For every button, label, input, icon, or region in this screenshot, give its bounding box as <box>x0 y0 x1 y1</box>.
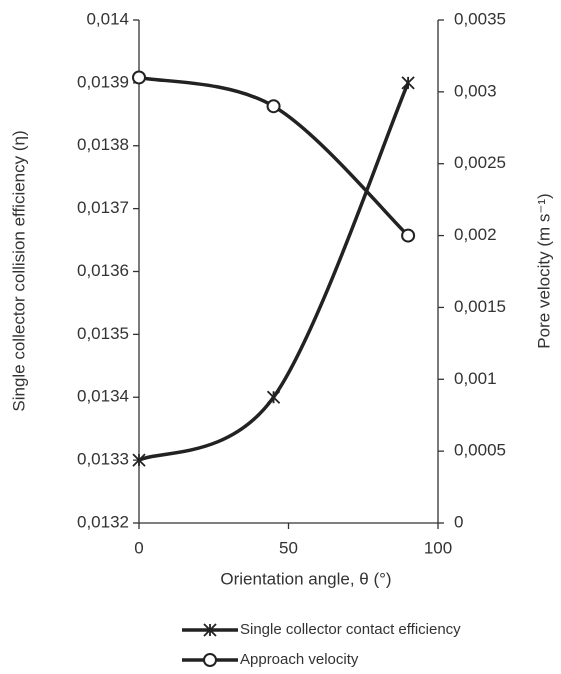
y2-tick-label: 0 <box>454 512 463 531</box>
y2-tick-label: 0,0015 <box>454 297 506 316</box>
y2-tick-label: 0,0035 <box>454 9 506 28</box>
y2-tick-label: 0,0005 <box>454 441 506 460</box>
y-tick-label: 0,0134 <box>77 387 129 406</box>
y2-axis-title: Pore velocity (m s⁻¹) <box>534 193 553 348</box>
marker <box>203 653 217 667</box>
marker <box>203 623 217 637</box>
line <box>138 82 410 462</box>
y-axis-title: Single collector collision efficiency (η… <box>9 130 28 411</box>
y-tick-label: 0,0132 <box>77 512 129 531</box>
y2-tick-label: 0,0025 <box>454 153 506 172</box>
y-tick-label: 0,0135 <box>77 324 129 343</box>
marker <box>132 453 146 467</box>
y-tick-label: 0,0138 <box>77 135 129 154</box>
x-tick-label: 0 <box>134 538 143 557</box>
marker <box>266 390 281 404</box>
marker <box>132 70 146 85</box>
y-tick-label: 0,0139 <box>77 72 129 91</box>
y-tick-label: 0,0136 <box>77 261 129 280</box>
legend-label: Approach velocity <box>240 651 359 668</box>
x-axis-title: Orientation angle, θ (°) <box>220 569 391 588</box>
y-tick-label: 0,0133 <box>77 450 129 469</box>
y-tick-label: 0,0137 <box>77 198 129 217</box>
y-tick-label: 0,014 <box>86 9 129 28</box>
marker <box>266 99 281 114</box>
x-tick-label: 50 <box>279 538 298 557</box>
x-tick-label: 100 <box>424 538 452 557</box>
y2-tick-label: 0,001 <box>454 369 497 388</box>
marker <box>401 228 416 243</box>
marker <box>401 76 415 90</box>
legend-label: Single collector contact efficiency <box>240 621 461 638</box>
y2-tick-label: 0,003 <box>454 81 497 100</box>
y2-tick-label: 0,002 <box>454 225 497 244</box>
